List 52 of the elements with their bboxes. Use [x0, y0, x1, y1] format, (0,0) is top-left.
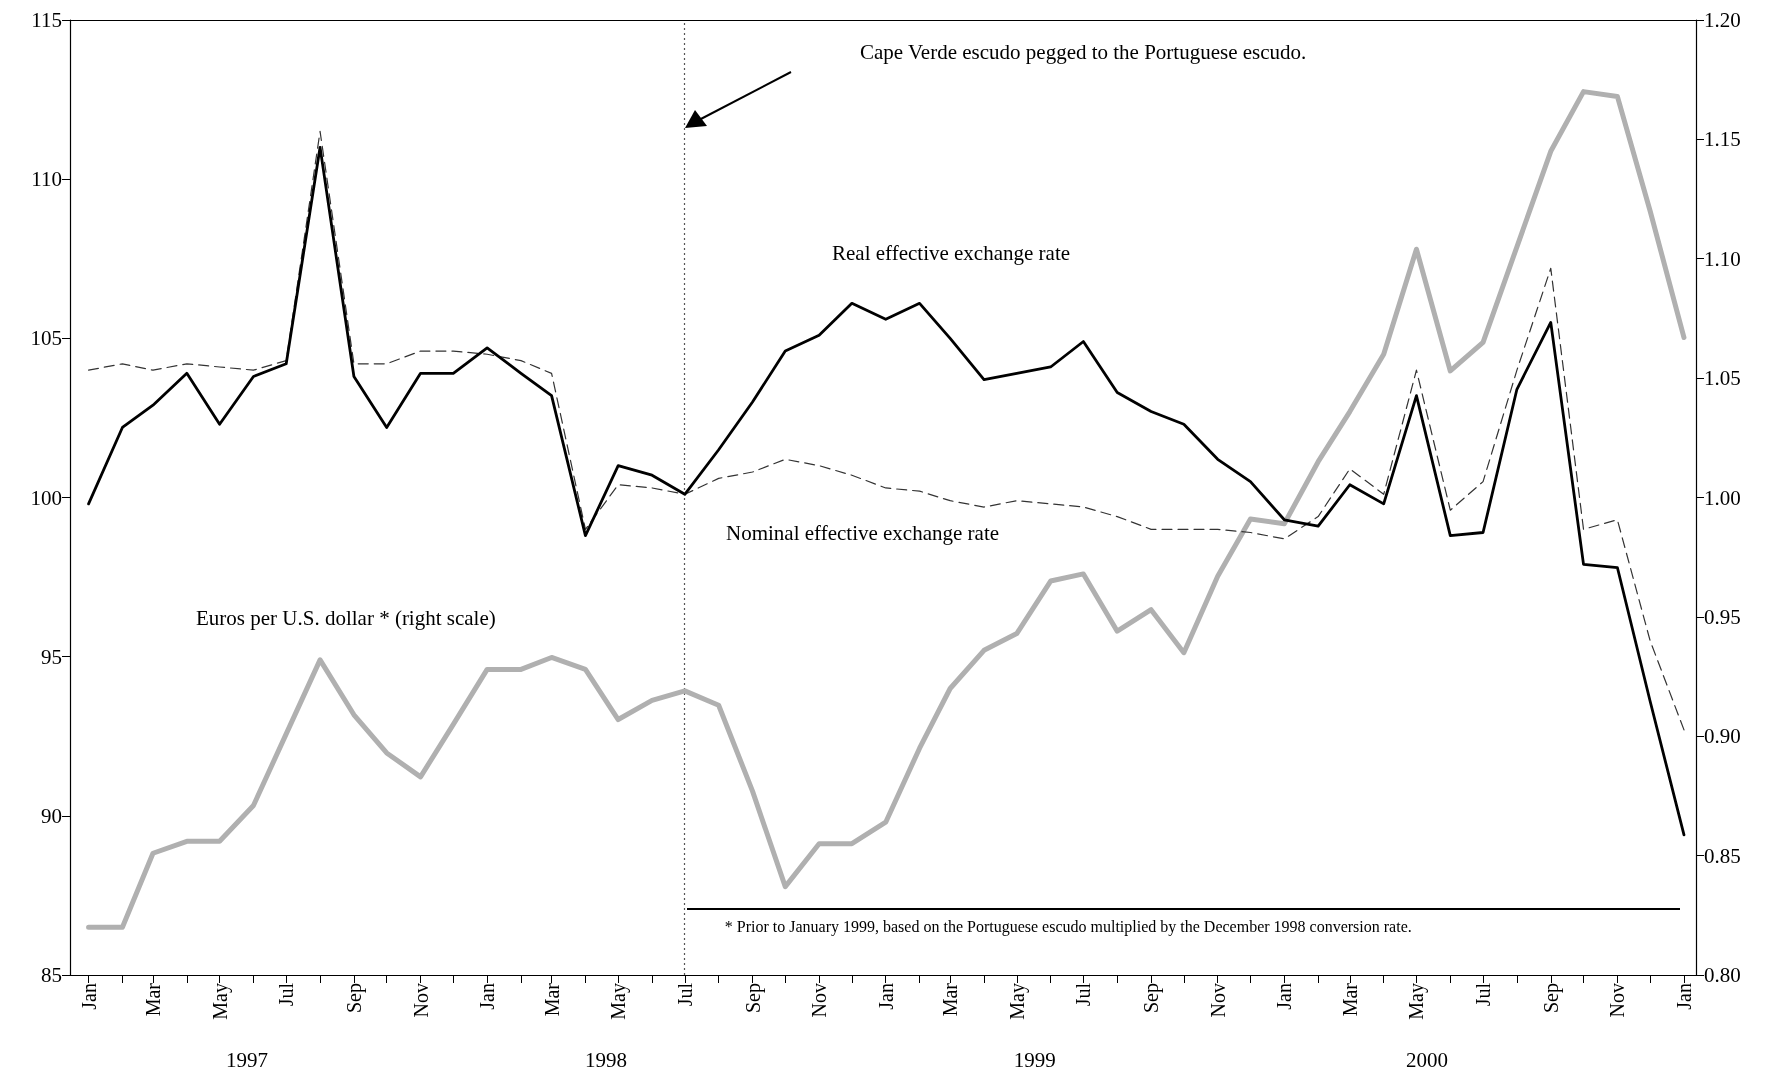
- y2-tick-label: 0.80: [1704, 963, 1741, 987]
- y-tick-label: 110: [31, 167, 62, 192]
- x-tick-label: Sep: [1539, 983, 1563, 1013]
- text: Real effective exchange rate: [832, 241, 1071, 266]
- y2-tick-label: 1.15: [1704, 127, 1741, 152]
- x-tick-label: Jan: [874, 983, 897, 1010]
- series-label: Euros per U.S. dollar * (right scale): [196, 606, 496, 631]
- x-tick-label: Jan: [1672, 983, 1695, 1010]
- annotation: * Prior to January 1999, based on the Portuguese escudo multiplied by the December 1998 conversion rate.: [724, 918, 1412, 936]
- x-tick-label: Jul: [673, 982, 696, 1007]
- y-tick-label: 85: [41, 963, 62, 987]
- y-tick-label: 115: [31, 8, 62, 32]
- x-tick-label: Nov: [1206, 983, 1229, 1018]
- x-tick-label: Mar: [540, 982, 563, 1017]
- x-tick-label: May: [1005, 983, 1029, 1020]
- text: 1997: [226, 1048, 269, 1073]
- y2-tick-label: 1.05: [1704, 366, 1741, 391]
- y2-tick-label: 1.20: [1704, 8, 1741, 32]
- x-tick-label: May: [208, 983, 232, 1020]
- y-tick-label: 105: [30, 326, 62, 351]
- y-tick-label: 100: [30, 485, 62, 510]
- x-tick-label: Jul: [275, 982, 298, 1007]
- x-tick-label: Nov: [409, 983, 432, 1018]
- text: 1999: [1013, 1048, 1056, 1073]
- y2-tick-label: 0.90: [1704, 724, 1741, 749]
- x-tick-label: Mar: [939, 982, 962, 1017]
- x-tick-label: Nov: [808, 983, 831, 1018]
- x-tick-label: May: [607, 983, 631, 1020]
- x-tick-label: Sep: [342, 983, 366, 1013]
- line-series: [87, 145, 1686, 837]
- y-tick-label: 95: [41, 644, 62, 669]
- text: 1998: [585, 1048, 628, 1073]
- x-tick-label: May: [1405, 983, 1429, 1020]
- line-series: [87, 130, 1685, 731]
- x-tick-label: Nov: [1606, 983, 1629, 1018]
- x-tick-label: Sep: [741, 983, 765, 1013]
- series-label: Nominal effective exchange rate: [726, 521, 1000, 546]
- y2-tick-label: 0.85: [1704, 843, 1741, 868]
- y2-tick-label: 1.00: [1704, 485, 1741, 510]
- x-tick-label: Sep: [1140, 983, 1164, 1013]
- y-tick-label: 90: [41, 803, 62, 828]
- x-tick-label: Jan: [1273, 983, 1296, 1010]
- x-tick-label: Jul: [1472, 982, 1495, 1007]
- text: 2000: [1406, 1048, 1449, 1073]
- x-tick-label: Jan: [476, 983, 499, 1010]
- x-tick-label: Mar: [141, 982, 164, 1017]
- annotation: Cape Verde escudo pegged to the Portuguese escudo.: [860, 40, 1307, 65]
- x-tick-label: Jan: [77, 983, 100, 1010]
- y2-tick-label: 1.10: [1704, 246, 1741, 271]
- y2-tick-label: 0.95: [1704, 604, 1741, 629]
- x-tick-label: Mar: [1338, 982, 1361, 1017]
- x-tick-label: Jul: [1072, 982, 1095, 1007]
